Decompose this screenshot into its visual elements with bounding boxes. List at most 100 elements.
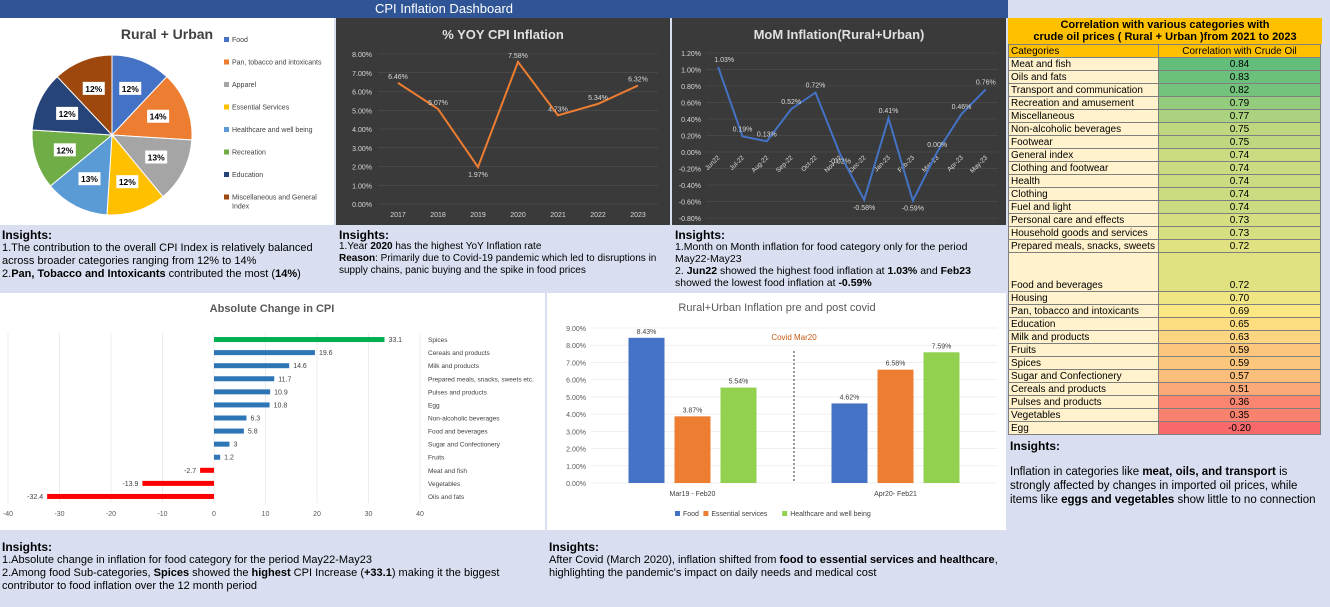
abs-category-label: Milk and products bbox=[428, 363, 480, 370]
yoy-ytick: 7.00% bbox=[352, 71, 372, 78]
yoy-ytick: 0.00% bbox=[352, 202, 372, 209]
mom-xtick: Oct-22 bbox=[800, 154, 819, 173]
covid-insights: Insights: After Covid (March 2020), infl… bbox=[549, 541, 1004, 580]
abs-bar bbox=[214, 350, 315, 356]
abs-change-chart: Absolute Change in CPI -40 -30 -20 -10 0 10 20 3… bbox=[3, 303, 534, 518]
yoy-title: % YOY CPI Inflation bbox=[442, 27, 564, 42]
abs-xtick: 10 bbox=[262, 511, 270, 518]
correlation-category: Footwear bbox=[1008, 135, 1159, 149]
mom-ytick: 0.60% bbox=[681, 101, 701, 108]
pie-slice bbox=[106, 133, 164, 216]
insights-heading: Insights: bbox=[675, 228, 725, 242]
dashboard-title-text: CPI Inflation Dashboard bbox=[375, 1, 514, 16]
correlation-value: 0.74 bbox=[1158, 174, 1321, 188]
covid-bar bbox=[720, 387, 757, 483]
corr-insight-1e: show little to no connection bbox=[1174, 494, 1316, 506]
correlation-row: Recreation and amusement 0.79 bbox=[1008, 96, 1321, 110]
abs-insight-2e: CPI Increase ( bbox=[290, 567, 364, 579]
covid-legend-swatch bbox=[675, 511, 680, 516]
correlation-value: 0.74 bbox=[1158, 200, 1321, 214]
pie-insight-2-bold: Pan, Tobacco and Intoxicants bbox=[11, 268, 166, 280]
correlation-value: 0.74 bbox=[1158, 148, 1321, 162]
correlation-value: 0.65 bbox=[1158, 317, 1321, 331]
mom-title: MoM Inflation(Rural+Urban) bbox=[754, 27, 925, 42]
correlation-row: Education 0.65 bbox=[1008, 317, 1321, 331]
legend-swatch bbox=[224, 127, 229, 132]
covid-chart: Rural+Urban Inflation pre and post covid… bbox=[566, 302, 997, 518]
abs-category-label: Pulses and products bbox=[428, 389, 488, 396]
corr-insight-1-bold2: eggs and vegetables bbox=[1061, 494, 1175, 506]
mom-ytick: 0.00% bbox=[681, 150, 701, 157]
correlation-category: Meat and fish bbox=[1008, 57, 1159, 71]
abs-bar bbox=[214, 428, 244, 434]
abs-bar bbox=[214, 441, 230, 447]
abs-category-label: Cereals and products bbox=[428, 350, 491, 357]
abs-bar bbox=[200, 467, 214, 473]
covid-ytick: 8.00% bbox=[566, 343, 586, 350]
abs-xtick: -10 bbox=[157, 511, 167, 518]
abs-bar bbox=[214, 454, 221, 460]
abs-category-label: Oils and fats bbox=[428, 494, 465, 501]
abs-data-label: -2.7 bbox=[184, 468, 196, 475]
yoy-insight-1c: has the highest YoY Inflation rate bbox=[392, 241, 542, 252]
mom-xtick: Apr-23 bbox=[946, 154, 965, 173]
pie-legend-entry: Apparel bbox=[232, 82, 257, 89]
dashboard-title: CPI Inflation Dashboard bbox=[0, 0, 1008, 18]
abs-category-label: Spices bbox=[428, 337, 448, 344]
yoy-xtick: 2022 bbox=[590, 212, 606, 219]
covid-insight-1-bold: food to essential services and healthcar… bbox=[779, 554, 995, 566]
abs-data-label: 33.1 bbox=[388, 337, 402, 344]
pie-slice bbox=[111, 54, 168, 137]
abs-insight-2a: 2.Among food Sub-categories, bbox=[2, 567, 154, 579]
correlation-row: Fruits 0.59 bbox=[1008, 343, 1321, 357]
covid-ytick: 6.00% bbox=[566, 378, 586, 385]
correlation-header-categories: Categories bbox=[1008, 44, 1159, 58]
covid-insight-1c: , highlighting the pandemic's impact on … bbox=[549, 554, 998, 579]
correlation-category: Household goods and services bbox=[1008, 226, 1159, 240]
correlation-row: Prepared meals, snacks, sweets 0.72 bbox=[1008, 239, 1321, 253]
pie-label-box bbox=[145, 150, 168, 164]
yoy-data-label: 5.34% bbox=[588, 95, 608, 102]
correlation-row: Pan, tobacco and intoxicants 0.69 bbox=[1008, 304, 1321, 318]
correlation-title: Correlation with various categories with… bbox=[1008, 18, 1322, 44]
legend-swatch bbox=[224, 59, 229, 65]
abs-insight-2c: showed the bbox=[189, 567, 252, 579]
pie-label-box bbox=[119, 81, 142, 95]
pie-legend-entry-cont: Index bbox=[232, 204, 250, 211]
covid-ytick: 0.00% bbox=[566, 481, 586, 488]
pie-insights: Insights: 1.The contribution to the over… bbox=[2, 229, 334, 281]
correlation-category: Clothing and footwear bbox=[1008, 161, 1159, 175]
abs-category-label: Prepared meals, snacks, sweets etc. bbox=[428, 376, 534, 383]
covid-insight-1a: After Covid (March 2020), inflation shif… bbox=[549, 554, 780, 566]
correlation-row: Sugar and Confectionery 0.57 bbox=[1008, 369, 1321, 383]
abs-title: Absolute Change in CPI bbox=[210, 303, 335, 315]
covid-chart-panel: Rural+Urban Inflation pre and post covid… bbox=[547, 293, 1006, 530]
insights-heading: Insights: bbox=[339, 228, 389, 242]
correlation-row: Miscellaneous 0.77 bbox=[1008, 109, 1321, 123]
correlation-value: 0.75 bbox=[1158, 135, 1321, 149]
covid-bar bbox=[628, 337, 665, 483]
pie-insight-2-value: 14% bbox=[275, 268, 298, 280]
mom-data-label: 0.76% bbox=[976, 79, 996, 86]
pie-slice bbox=[31, 129, 114, 187]
correlation-category: Oils and fats bbox=[1008, 70, 1159, 84]
abs-data-label: 3 bbox=[233, 442, 237, 449]
correlation-value: 0.73 bbox=[1158, 213, 1321, 227]
correlation-category: General index bbox=[1008, 148, 1159, 162]
pie-slice bbox=[56, 54, 113, 137]
mom-line bbox=[717, 66, 987, 204]
pie-legend-entry: Healthcare and well being bbox=[232, 127, 313, 134]
correlation-value: 0.74 bbox=[1158, 187, 1321, 201]
covid-ytick: 2.00% bbox=[566, 447, 586, 454]
yoy-xtick: 2017 bbox=[390, 212, 406, 219]
abs-data-label: 10.8 bbox=[274, 402, 288, 409]
yoy-xtick: 2021 bbox=[550, 212, 566, 219]
pie-legend-entry: Recreation bbox=[232, 150, 266, 157]
correlation-category: Personal care and effects bbox=[1008, 213, 1159, 227]
abs-data-label: 6.3 bbox=[250, 416, 260, 423]
covid-ytick: 1.00% bbox=[566, 464, 586, 471]
yoy-line bbox=[397, 59, 639, 170]
abs-data-label: 19.6 bbox=[319, 350, 333, 357]
mom-insight-2-high-value: 1.03% bbox=[887, 265, 918, 277]
pie-data-label: 14% bbox=[150, 112, 167, 122]
